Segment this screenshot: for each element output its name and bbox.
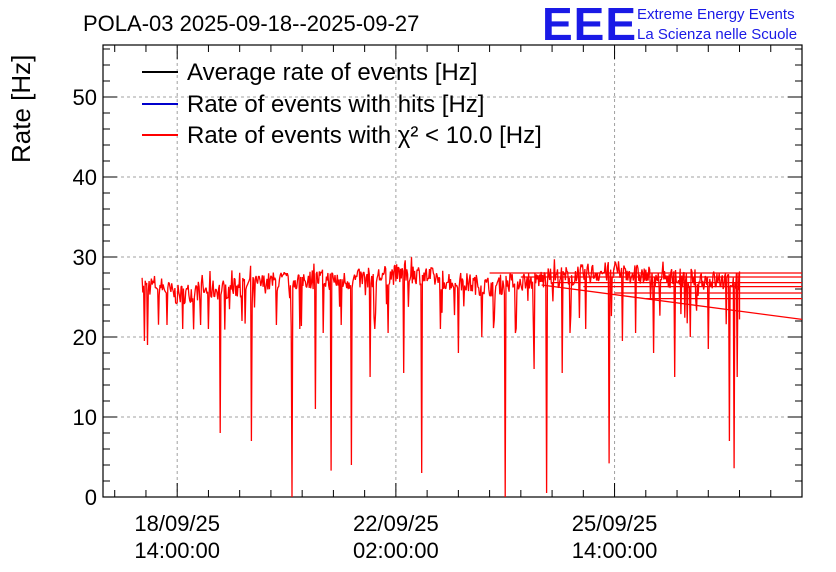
- y-tick-label: 30: [73, 245, 97, 270]
- axis-ticks: [103, 45, 803, 498]
- legend-label-hits: Rate of events with hits [Hz]: [187, 91, 484, 118]
- legend-label-average: Average rate of events [Hz]: [187, 59, 477, 86]
- series-group: [141, 257, 803, 498]
- legend: Average rate of events [Hz] Rate of even…: [142, 59, 542, 149]
- x-tick-label-date: 22/09/25: [353, 511, 439, 536]
- y-tick-labels: 0 10 20 30 40 50: [73, 85, 97, 510]
- x-tick-label-date: 18/09/25: [134, 511, 220, 536]
- y-tick-label: 10: [73, 405, 97, 430]
- y-tick-label: 40: [73, 165, 97, 190]
- y-tick-label: 0: [85, 485, 97, 510]
- y-tick-label: 50: [73, 85, 97, 110]
- x-tick-label-time: 14:00:00: [572, 538, 658, 563]
- x-tick-label-time: 14:00:00: [134, 538, 220, 563]
- x-tick-labels: 18/09/2514:00:0022/09/2502:00:0025/09/25…: [134, 511, 657, 563]
- y-tick-label: 20: [73, 325, 97, 350]
- logo-line-1: Extreme Energy Events: [637, 6, 795, 23]
- x-tick-label-time: 02:00:00: [353, 538, 439, 563]
- y-axis-title: Rate [Hz]: [6, 55, 36, 163]
- eee-logo: EEE: [542, 0, 637, 50]
- x-tick-label-date: 25/09/25: [572, 511, 658, 536]
- series-trailing-line: [541, 284, 803, 321]
- legend-label-chi2: Rate of events with χ² < 10.0 [Hz]: [187, 122, 542, 149]
- chart-title: POLA-03 2025-09-18--2025-09-27: [83, 11, 419, 36]
- logo-line-2: La Scienza nelle Scuole: [637, 26, 797, 43]
